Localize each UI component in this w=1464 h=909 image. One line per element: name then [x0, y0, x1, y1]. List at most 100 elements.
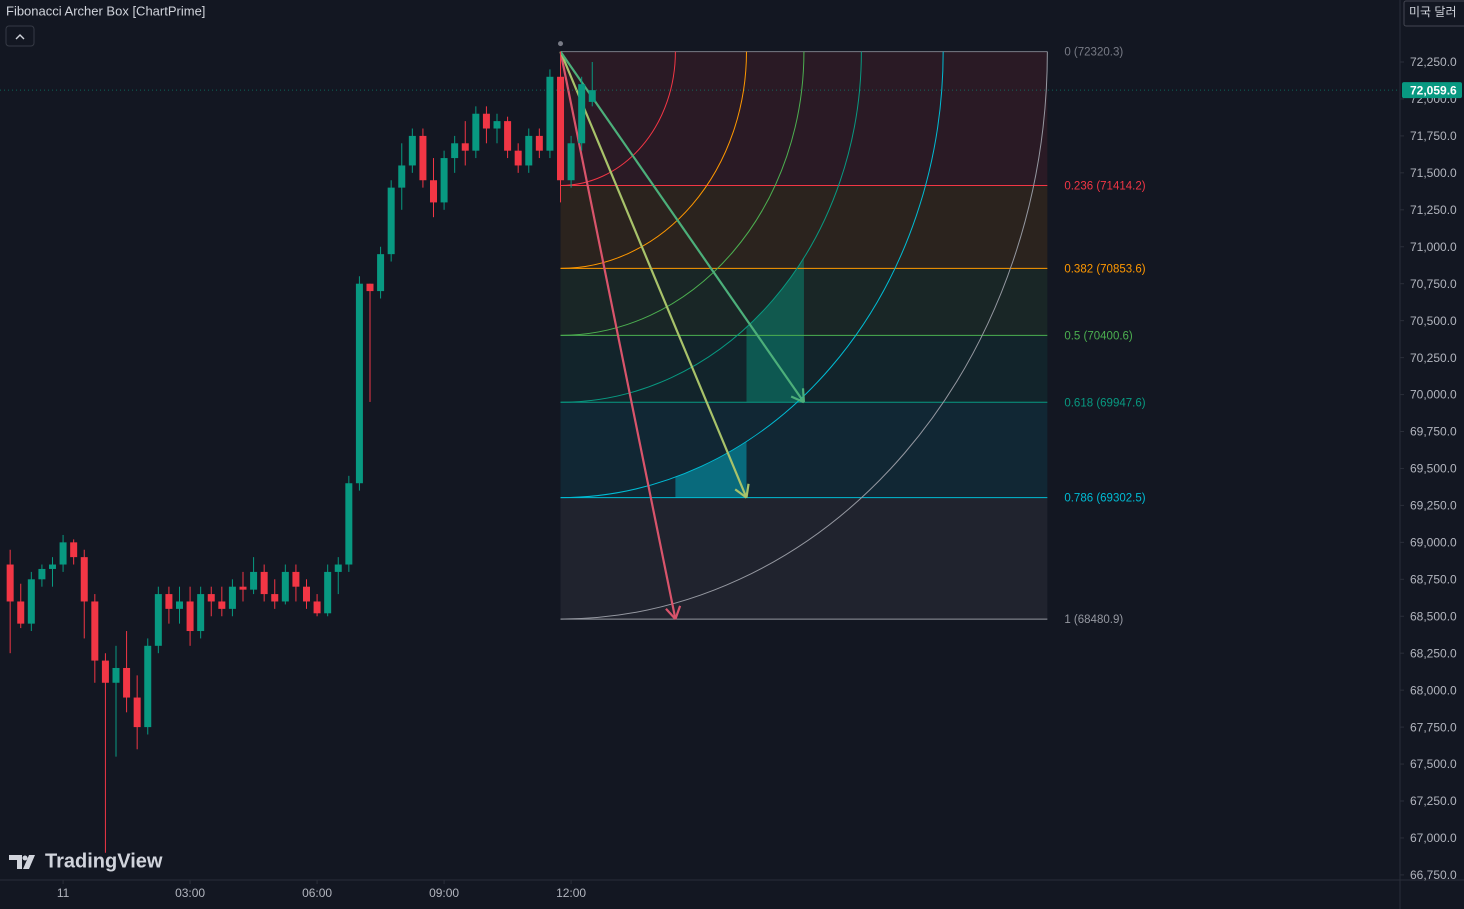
fib-level-label: 0.786 (69302.5) [1064, 493, 1145, 505]
candle-body [324, 571, 332, 614]
arrow-head [790, 395, 805, 404]
candle-body [27, 579, 35, 624]
fib-band [560, 497, 1048, 620]
y-tick-label: 67,500.0 [1410, 757, 1457, 771]
candle-body [133, 697, 141, 728]
arrow-head [801, 388, 806, 403]
x-tick-label: 11 [57, 886, 70, 900]
archer-arrow [559, 50, 805, 403]
current-price-badge [1402, 82, 1462, 99]
x-tick-label: 12:00 [556, 886, 586, 900]
candle-body [197, 594, 205, 632]
y-tick-label: 67,750.0 [1410, 720, 1457, 734]
candle-body [461, 143, 469, 151]
candle-body [334, 564, 342, 572]
y-tick-label: 66,750.0 [1410, 868, 1457, 882]
fib-level-label: 0.382 (70853.6) [1064, 263, 1145, 275]
candle-body [112, 667, 120, 683]
candle-body [377, 254, 385, 292]
y-tick-label: 71,000.0 [1410, 240, 1457, 254]
candle-body [504, 121, 512, 151]
candle-body [239, 586, 247, 590]
currency-label: 미국 달러 [1409, 5, 1457, 19]
candle-body [578, 84, 586, 144]
y-tick-label: 68,250.0 [1410, 646, 1457, 660]
logo-text: TradingView [45, 850, 163, 872]
collapse-button[interactable] [5, 25, 35, 47]
candle-body [303, 586, 311, 602]
arrow-head [674, 605, 682, 620]
fib-band [560, 268, 1048, 336]
candle-body [451, 143, 459, 159]
candle-body [123, 667, 131, 698]
candle-body [292, 571, 300, 587]
candle-body [207, 594, 215, 602]
candle-body [260, 571, 268, 595]
current-price-label: 72,059.6 [1410, 83, 1457, 97]
fib-level-label: 0.236 (71414.2) [1064, 181, 1145, 193]
candle-body [6, 564, 14, 602]
candle-body [345, 483, 353, 565]
fib-level-label: 0.618 (69947.6) [1064, 397, 1145, 409]
candle-body [70, 542, 78, 558]
archer-arrow [559, 51, 748, 499]
fib-arc [560, 51, 1048, 620]
candle-body [419, 135, 427, 181]
candle-body [281, 571, 289, 602]
candle-body [472, 113, 480, 151]
y-tick-label: 68,750.0 [1410, 572, 1457, 586]
tradingview-logo: TradingView [9, 850, 163, 872]
fib-level-label: 0.5 (70400.6) [1064, 330, 1133, 342]
candle-body [514, 150, 522, 166]
archer-arrow [559, 51, 677, 620]
candle-body [17, 601, 25, 624]
y-tick-label: 69,750.0 [1410, 425, 1457, 439]
fib-band [560, 51, 1048, 186]
x-tick-label: 06:00 [302, 886, 332, 900]
candle-body [218, 601, 226, 609]
fib-arc [560, 51, 944, 499]
candle-body [366, 283, 374, 292]
candle-body [398, 165, 406, 188]
candle-body [430, 180, 438, 203]
candle-body [271, 594, 279, 602]
y-tick-label: 70,000.0 [1410, 388, 1457, 402]
fib-box: 0 (72320.3) 0.236 (71414.2) 0.382 (70853.6… [558, 41, 1146, 626]
fib-band [560, 185, 1048, 269]
candle-body [250, 571, 258, 590]
candle-body [38, 568, 46, 580]
y-tick-label: 69,000.0 [1410, 536, 1457, 550]
x-tick-label: 03:00 [175, 886, 205, 900]
candle-body [313, 601, 321, 614]
candle-body [482, 113, 490, 129]
currency-button[interactable]: 미국 달러 [1403, 0, 1464, 27]
y-tick-label: 72,250.0 [1410, 55, 1457, 69]
candle-body [440, 158, 448, 203]
candle-body [91, 601, 99, 661]
candle-body [186, 601, 194, 632]
y-tick-label: 69,250.0 [1410, 499, 1457, 513]
y-tick-label: 71,250.0 [1410, 203, 1457, 217]
y-tick-label: 68,000.0 [1410, 683, 1457, 697]
candle-body [525, 135, 533, 166]
candle-body [387, 187, 395, 255]
candle-body [48, 564, 56, 569]
candle-body [567, 143, 575, 181]
fib-arc [560, 51, 747, 269]
y-tick-label: 68,500.0 [1410, 609, 1457, 623]
candle-body [355, 283, 363, 484]
fib-arc [560, 51, 676, 187]
candle-body [101, 660, 109, 683]
chart-title: Fibonacci Archer Box [ChartPrime] [6, 3, 205, 18]
candle-body [228, 586, 236, 609]
candles [6, 51, 596, 853]
candle-body [493, 121, 501, 129]
y-tick-label: 67,250.0 [1410, 794, 1457, 808]
candle-body [59, 542, 67, 565]
fib-zone [746, 257, 804, 403]
y-tick-label: 69,500.0 [1410, 462, 1457, 476]
candle-body [175, 601, 183, 609]
